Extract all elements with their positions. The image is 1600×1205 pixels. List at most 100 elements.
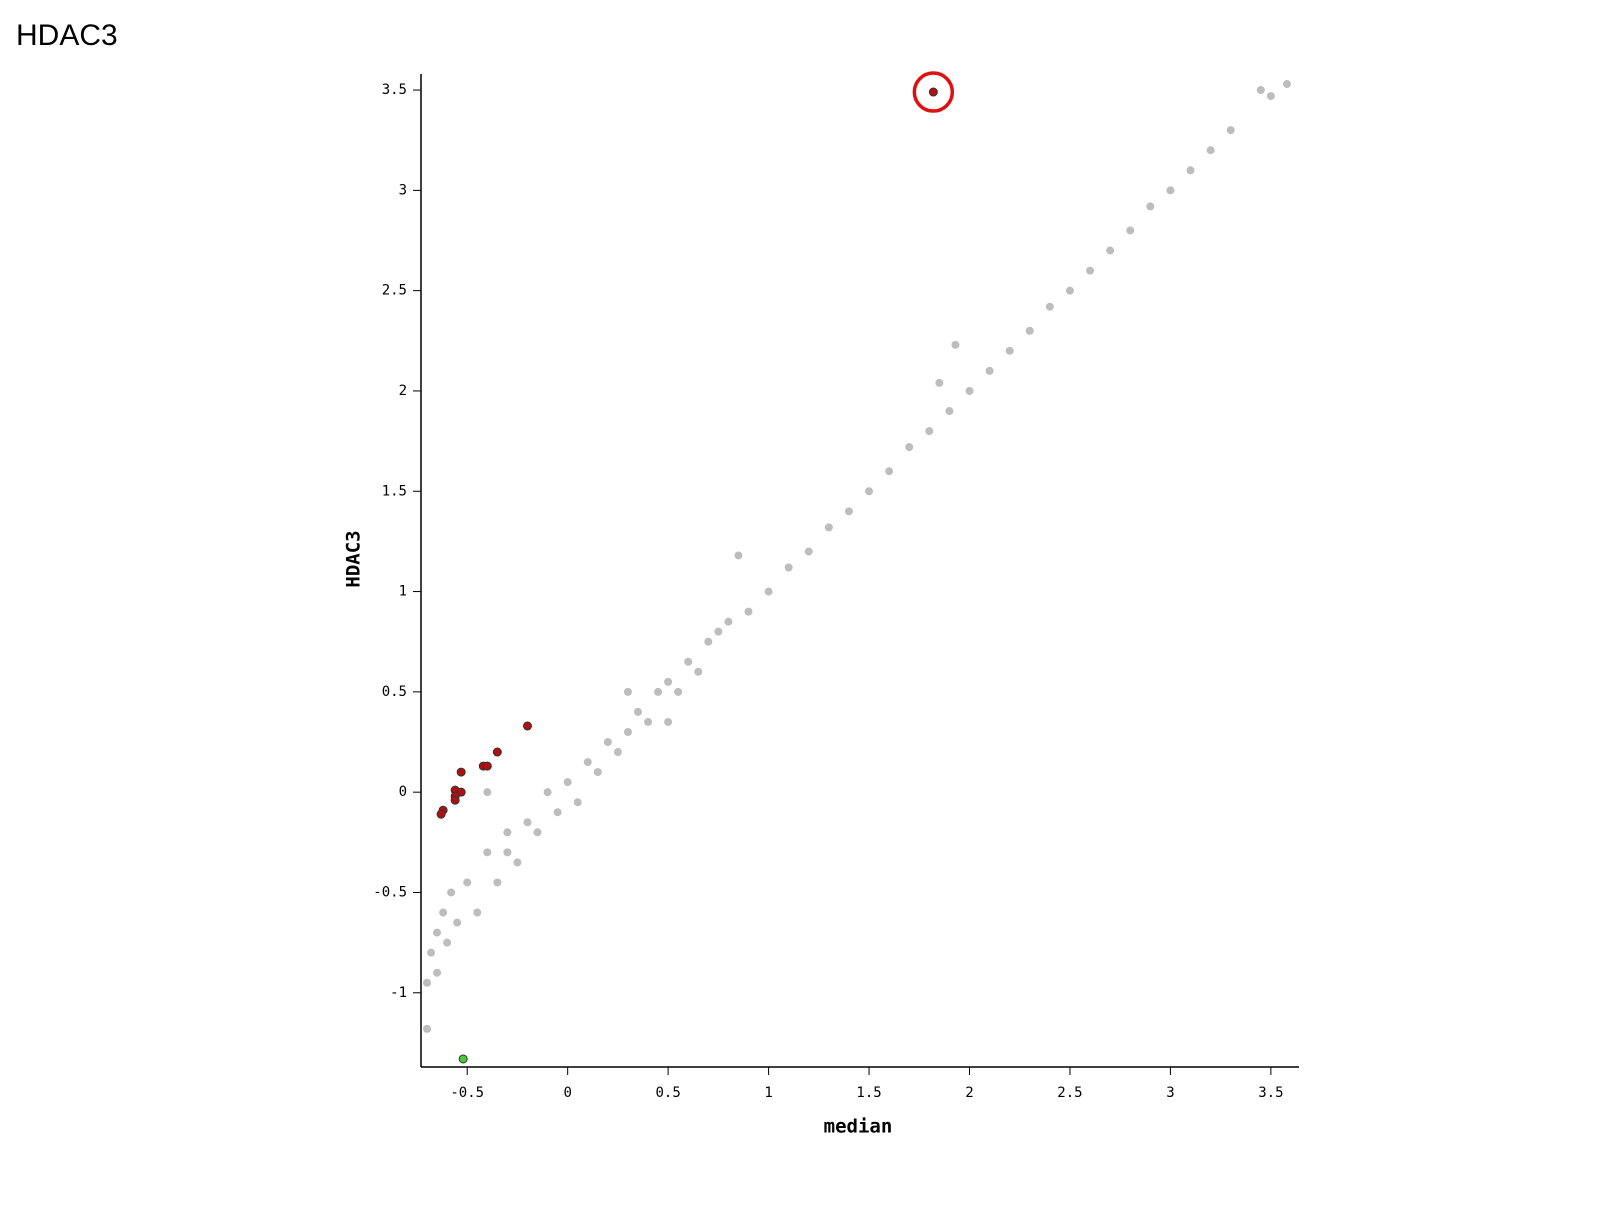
point (482, 761, 492, 771)
x-tick-label: 0 (563, 1085, 571, 1101)
point (427, 948, 436, 957)
point (613, 748, 622, 757)
point (1106, 246, 1115, 255)
x-tick-label: 1 (764, 1085, 772, 1101)
y-tick-label: 3 (399, 182, 407, 198)
point (533, 828, 542, 837)
point (764, 587, 773, 596)
point (456, 767, 466, 777)
point (724, 617, 733, 626)
point (935, 378, 944, 387)
point (885, 467, 894, 476)
point (623, 727, 632, 736)
highlight-ring (912, 71, 955, 113)
point (436, 809, 446, 819)
point (804, 547, 813, 556)
point (1186, 166, 1195, 175)
point (734, 551, 743, 560)
point (951, 340, 960, 349)
point (1146, 202, 1155, 211)
point (674, 687, 683, 696)
point (844, 507, 853, 516)
point (1166, 186, 1175, 195)
point (1065, 286, 1074, 295)
point (458, 1054, 468, 1064)
point (483, 788, 492, 797)
point (633, 707, 642, 716)
y-tick-label: -1 (390, 985, 407, 1001)
x-tick-label: 2 (965, 1085, 973, 1101)
point (928, 87, 938, 97)
point (453, 918, 462, 927)
point (503, 848, 512, 857)
y-tick-label: 1 (399, 584, 407, 600)
x-tick-label: 3.5 (1258, 1085, 1283, 1101)
point (925, 427, 934, 436)
point (985, 366, 994, 375)
point (1226, 126, 1235, 135)
point (744, 607, 753, 616)
point (1282, 80, 1291, 89)
x-tick-label: -0.5 (450, 1085, 484, 1101)
point (450, 795, 460, 805)
point (1126, 226, 1135, 235)
point (503, 828, 512, 837)
point (623, 687, 632, 696)
point (824, 523, 833, 532)
point (523, 818, 532, 827)
point (1005, 346, 1014, 355)
point (553, 808, 562, 817)
point (694, 667, 703, 676)
point (473, 908, 482, 917)
point (593, 768, 602, 777)
point (513, 858, 522, 867)
point (493, 878, 502, 887)
y-tick-label: 0 (399, 784, 407, 800)
point (483, 848, 492, 857)
x-tick-label: 3 (1166, 1085, 1174, 1101)
point (784, 563, 793, 572)
page-title: HDAC3 (16, 19, 118, 52)
y-tick-label: 3.5 (382, 82, 407, 98)
point (463, 878, 472, 887)
y-tick-label: 1.5 (382, 483, 407, 499)
y-tick-label: 2 (399, 383, 407, 399)
point (522, 721, 532, 731)
y-tick-label: 2.5 (382, 283, 407, 299)
point (433, 928, 442, 937)
point (1025, 326, 1034, 335)
point (439, 908, 448, 917)
x-tick-label: 2.5 (1057, 1085, 1082, 1101)
point (945, 407, 954, 416)
point (704, 637, 713, 646)
point (1256, 86, 1265, 95)
y-tick-label: 0.5 (382, 684, 407, 700)
point (443, 938, 452, 947)
point (423, 978, 432, 987)
y-axis-title: HDAC3 (343, 530, 365, 587)
point (684, 657, 693, 666)
point (447, 888, 456, 897)
point (563, 778, 572, 787)
x-tick-label: 0.5 (655, 1085, 680, 1101)
point (1206, 146, 1215, 155)
point (644, 717, 653, 726)
point (664, 717, 673, 726)
point (714, 627, 723, 636)
point (573, 798, 582, 807)
point (965, 386, 974, 395)
point (865, 487, 874, 496)
point (654, 687, 663, 696)
point (664, 677, 673, 686)
x-axis-title: median (824, 1116, 893, 1138)
x-tick-label: 1.5 (856, 1085, 881, 1101)
point (1266, 92, 1275, 101)
point (905, 443, 914, 452)
point (433, 968, 442, 977)
point (492, 747, 502, 757)
point (603, 738, 612, 747)
y-tick-label: -0.5 (373, 884, 407, 900)
point (543, 788, 552, 797)
